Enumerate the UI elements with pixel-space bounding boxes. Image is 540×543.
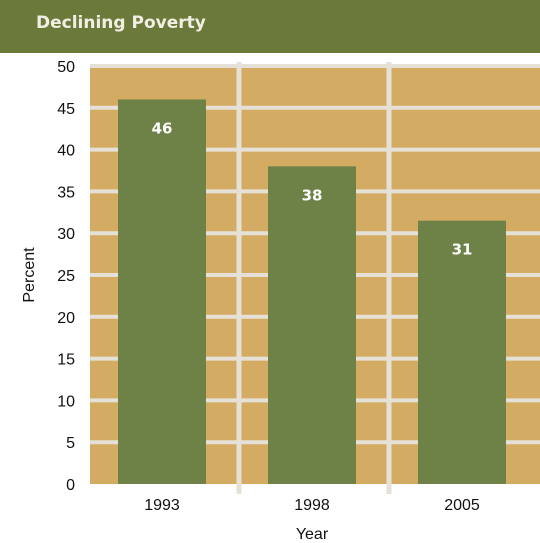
y-tick-labels: 0 5 10 15 20 25 30 35 40 45 50 [57, 59, 75, 494]
x-tick-1993: 1993 [144, 497, 180, 514]
y-tick-35: 35 [57, 184, 75, 201]
data-label-1998: 38 [302, 186, 323, 204]
x-tick-1998: 1998 [294, 497, 330, 514]
x-axis-title: Year [296, 526, 329, 543]
bar-1998 [268, 166, 356, 484]
y-tick-45: 45 [57, 101, 75, 118]
y-axis-title: Percent [21, 247, 38, 303]
x-tick-2005: 2005 [444, 497, 480, 514]
bar-1993 [118, 99, 206, 484]
y-tick-50: 50 [57, 59, 75, 76]
y-tick-40: 40 [57, 143, 75, 160]
y-tick-20: 20 [57, 310, 75, 327]
y-tick-10: 10 [57, 393, 75, 410]
data-labels: 46 38 31 [152, 119, 473, 258]
y-tick-15: 15 [57, 352, 75, 369]
chart-header: Declining Poverty [0, 0, 540, 53]
chart-title: Declining Poverty [36, 13, 206, 33]
data-label-2005: 31 [452, 241, 473, 259]
data-label-1993: 46 [152, 119, 173, 137]
bars [118, 99, 506, 484]
y-tick-25: 25 [57, 268, 75, 285]
x-tick-labels: 1993 1998 2005 [144, 497, 480, 514]
y-tick-5: 5 [66, 435, 75, 452]
bar-2005 [418, 220, 506, 484]
y-tick-0: 0 [66, 477, 75, 494]
y-tick-30: 30 [57, 226, 75, 243]
bar-chart: 0 5 10 15 20 25 30 35 40 45 50 1993 1998 2005 46 38 31… [21, 59, 540, 543]
